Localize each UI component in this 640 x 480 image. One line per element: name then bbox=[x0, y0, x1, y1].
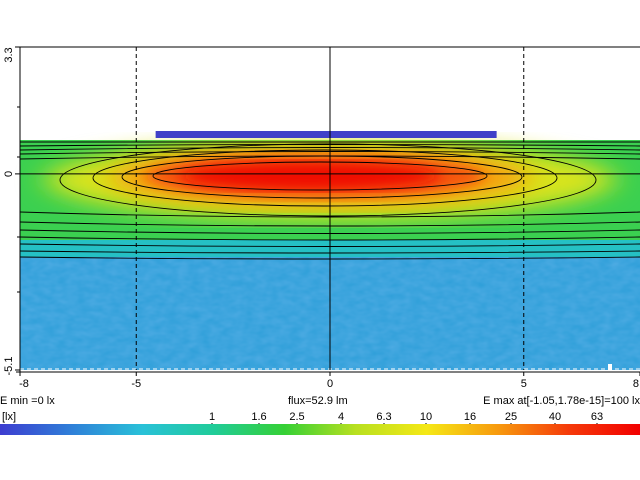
y-tick-label: 3.3 bbox=[3, 47, 15, 62]
colorbar-tick-label: 40 bbox=[549, 411, 561, 423]
x-tick-label: 5 bbox=[521, 378, 527, 390]
colorbar-tick-label: 63 bbox=[591, 411, 603, 423]
colorbar-ticks: 1 1.6 2.5 4 6.3 10 16 25 40 63 bbox=[209, 411, 603, 435]
colorbar-tick-label: 16 bbox=[464, 411, 476, 423]
x-tick-label: -5 bbox=[131, 378, 141, 390]
colorbar-unit-label: [lx] bbox=[2, 411, 16, 423]
y-tick-label: 0 bbox=[3, 171, 15, 177]
colorbar-tick-label: 6.3 bbox=[376, 411, 391, 423]
contour-ring bbox=[152, 161, 488, 191]
colorbar-tick-label: 1.6 bbox=[251, 411, 266, 423]
y-tick-label: -5.1 bbox=[3, 357, 15, 376]
colorbar-tick-label: 10 bbox=[420, 411, 432, 423]
colorbar-tick-label: 25 bbox=[505, 411, 517, 423]
sensor-marker bbox=[608, 364, 612, 371]
colorbar-legend: [lx] 1 1.6 2.5 4 6.3 10 16 25 40 63 bbox=[0, 411, 640, 435]
illuminance-plot: -8 -5 0 5 8 3.3 0 -5.1 bbox=[3, 46, 640, 390]
x-tick-label: 0 bbox=[327, 378, 333, 390]
colorbar-tick-label: 2.5 bbox=[289, 411, 304, 423]
contour-ring bbox=[92, 149, 558, 207]
colorbar-tick-label: 1 bbox=[209, 411, 215, 423]
heatmap-red-core bbox=[180, 162, 440, 190]
e-max-label: E max at[-1.05,1.78e-15]=100 lx bbox=[483, 395, 640, 407]
colorbar-tick-label: 4 bbox=[338, 411, 344, 423]
contour-ring bbox=[59, 143, 597, 217]
x-tick-label: -8 bbox=[19, 378, 29, 390]
x-tick-label: 8 bbox=[633, 378, 639, 390]
source-bar bbox=[155, 131, 497, 138]
axes-overlay: -8 -5 0 5 8 3.3 0 -5.1 bbox=[3, 46, 640, 390]
e-min-label: E min =0 lx bbox=[0, 395, 55, 407]
colorbar-gradient bbox=[0, 424, 640, 435]
flux-label: flux=52.9 lm bbox=[288, 395, 348, 407]
